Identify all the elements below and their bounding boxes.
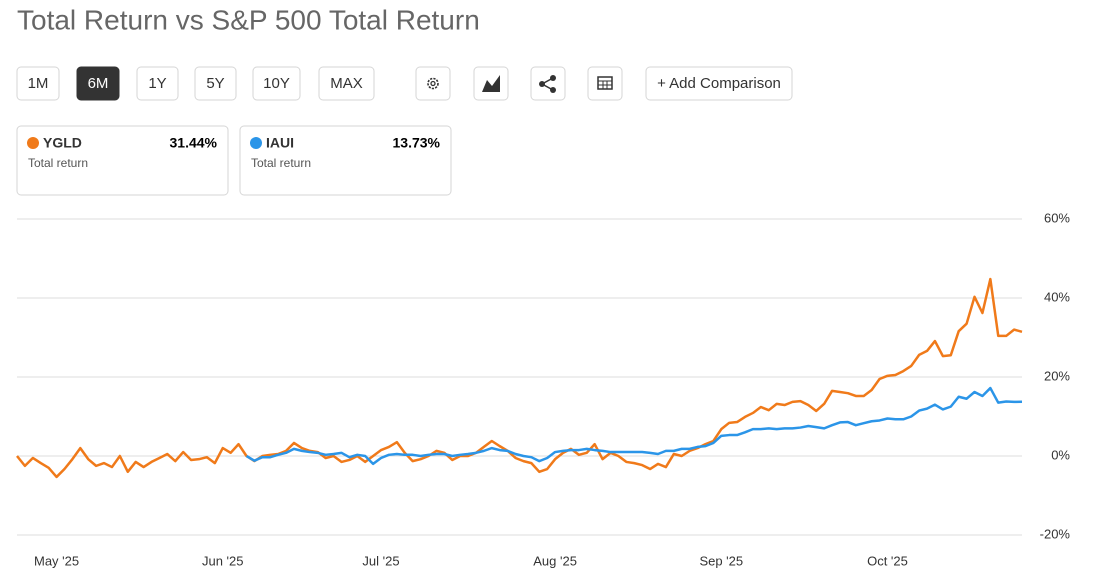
range-button-label: 6M	[88, 75, 109, 92]
legend-name: IAUI	[266, 135, 294, 151]
range-button[interactable]: 5Y	[194, 66, 237, 101]
range-button-label: 1M	[28, 75, 49, 92]
range-button-bg	[194, 66, 237, 101]
legend-card-bg	[239, 125, 452, 196]
legend-name: YGLD	[43, 135, 82, 151]
range-button[interactable]: 1M	[16, 66, 60, 101]
add-comparison-button[interactable]: + Add Comparison	[645, 66, 793, 101]
legend-card: YGLD 31.44% Total return	[16, 125, 229, 196]
x-tick-label: May '25	[34, 553, 79, 568]
legend-card: IAUI 13.73% Total return	[239, 125, 452, 196]
x-tick-label: Sep '25	[699, 553, 743, 568]
range-button-bg	[136, 66, 179, 101]
table-icon[interactable]	[587, 66, 623, 101]
range-button-label: 1Y	[148, 75, 166, 92]
range-button-label: 5Y	[206, 75, 224, 92]
y-tick-label: -20%	[1040, 526, 1071, 541]
range-button-label: 10Y	[263, 75, 290, 92]
share-icon[interactable]	[530, 66, 566, 101]
add-comparison-label: + Add Comparison	[657, 75, 781, 92]
series-line	[16, 277, 1023, 479]
range-button-bg	[16, 66, 60, 101]
range-button-bg	[318, 66, 375, 101]
y-tick-label: 20%	[1044, 368, 1070, 383]
range-button-bg	[76, 66, 120, 101]
range-button-label: MAX	[330, 75, 363, 92]
y-tick-label: 40%	[1044, 289, 1070, 304]
x-tick-label: Oct '25	[867, 553, 908, 568]
x-tick-label: Aug '25	[533, 553, 577, 568]
range-button[interactable]: MAX	[318, 66, 375, 101]
x-tick-label: Jun '25	[202, 553, 244, 568]
legend-swatch	[27, 137, 39, 149]
legend-value: 31.44%	[170, 135, 218, 151]
range-button[interactable]: 6M	[76, 66, 120, 101]
y-tick-label: 60%	[1044, 210, 1070, 225]
legend-caption: Total return	[251, 156, 311, 170]
chart-type-icon[interactable]	[473, 66, 509, 101]
legend-swatch	[250, 137, 262, 149]
y-tick-label: 0%	[1051, 447, 1070, 462]
range-button[interactable]: 10Y	[252, 66, 301, 101]
legend-card-bg	[16, 125, 229, 196]
settings-icon[interactable]	[415, 66, 451, 101]
chart-title: Total Return vs S&P 500 Total Return	[17, 4, 480, 35]
series-line	[245, 386, 1023, 466]
range-button-bg	[252, 66, 301, 101]
range-button[interactable]: 1Y	[136, 66, 179, 101]
x-tick-label: Jul '25	[362, 553, 399, 568]
legend-caption: Total return	[28, 156, 88, 170]
legend-value: 13.73%	[393, 135, 441, 151]
